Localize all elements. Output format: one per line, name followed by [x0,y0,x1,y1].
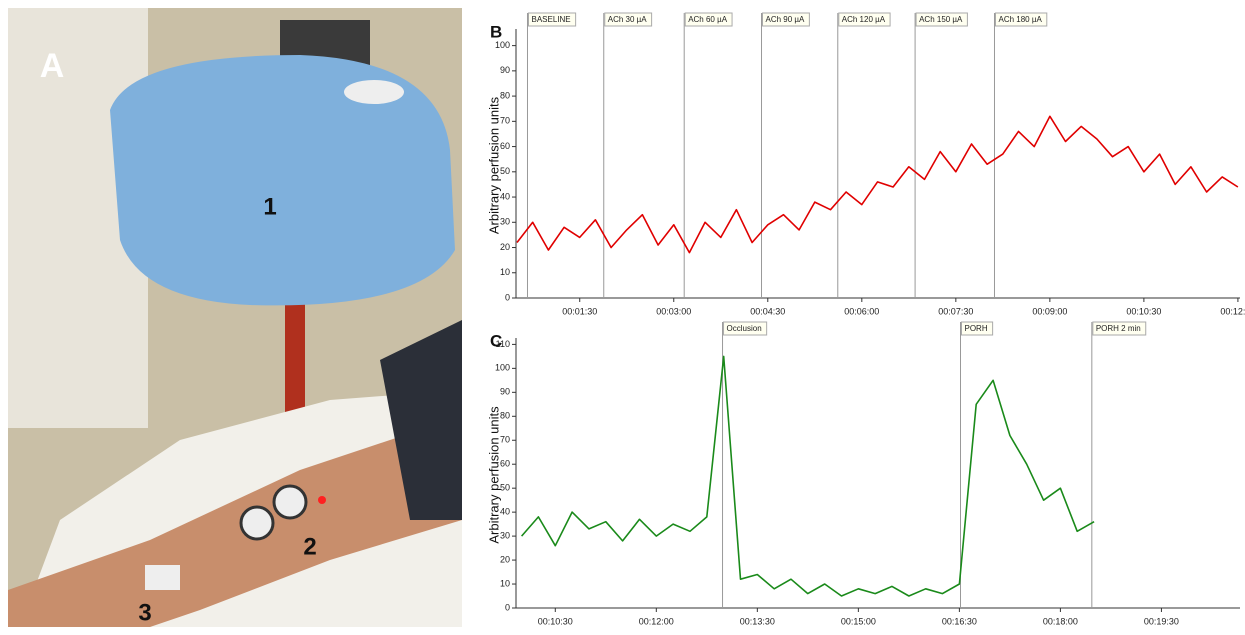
y-tick-label: 20 [500,242,510,252]
x-tick-label: 00:01:30 [562,306,597,316]
x-tick-label: 00:03:00 [656,306,691,316]
event-label: BASELINE [531,15,570,24]
callout: 1 [263,193,276,220]
callout: 2 [303,533,316,560]
y-tick-label: 10 [500,578,510,588]
y-tick-label: 60 [500,141,510,151]
x-tick-label: 00:10:30 [1126,306,1161,316]
probe [145,565,180,590]
y-tick-label: 100 [495,363,510,373]
y-tick-label: 100 [495,40,510,50]
logo [344,80,404,104]
event-label: PORH [965,324,988,333]
y-tick-label: 0 [505,602,510,612]
callout: 3 [138,599,151,626]
data-line [517,116,1238,252]
x-tick-label: 00:16:30 [942,616,977,626]
x-tick-label: 00:13:30 [740,616,775,626]
x-tick-label: 00:12:00 [1220,306,1245,316]
event-label: PORH 2 min [1096,324,1141,333]
event-label: ACh 90 µA [766,15,806,24]
panel-label: B [490,22,502,41]
x-tick-label: 00:07:30 [938,306,973,316]
y-tick-label: 90 [500,65,510,75]
y-tick-label: 70 [500,435,510,445]
x-tick-label: 00:04:30 [750,306,785,316]
x-tick-label: 00:10:30 [538,616,573,626]
x-tick-label: 00:12:00 [639,616,674,626]
y-tick-label: 30 [500,217,510,227]
y-tick-label: 80 [500,90,510,100]
electrode [241,507,273,539]
event-label: ACh 150 µA [919,15,963,24]
event-label: ACh 60 µA [688,15,728,24]
y-tick-label: 30 [500,530,510,540]
y-tick-label: 50 [500,483,510,493]
y-tick-label: 10 [500,267,510,277]
event-label: ACh 30 µA [608,15,648,24]
y-tick-label: 40 [500,507,510,517]
y-tick-label: 40 [500,191,510,201]
y-tick-label: 70 [500,116,510,126]
data-line [522,356,1095,596]
x-tick-label: 00:09:00 [1032,306,1067,316]
y-tick-label: 90 [500,387,510,397]
laser-spot [318,496,326,504]
event-label: Occlusion [727,324,762,333]
x-tick-label: 00:15:00 [841,616,876,626]
photo: A 1 2 3 [8,8,462,627]
y-axis-label: Arbitrary perfusion units [486,406,501,544]
y-tick-label: 0 [505,292,510,302]
y-tick-label: 60 [500,459,510,469]
y-tick-label: 80 [500,411,510,421]
x-tick-label: 00:06:00 [844,306,879,316]
figure: A 1 2 3 BArbitrary perfusion units010203… [0,0,1245,635]
event-label: ACh 120 µA [842,15,886,24]
y-tick-label: 110 [496,339,510,349]
y-tick-label: 50 [500,166,510,176]
x-tick-label: 00:18:00 [1043,616,1078,626]
event-label: ACh 180 µA [998,15,1042,24]
panel-label: A [40,47,65,85]
x-tick-label: 00:19:30 [1144,616,1179,626]
y-tick-label: 20 [500,554,510,564]
electrode [274,486,306,518]
